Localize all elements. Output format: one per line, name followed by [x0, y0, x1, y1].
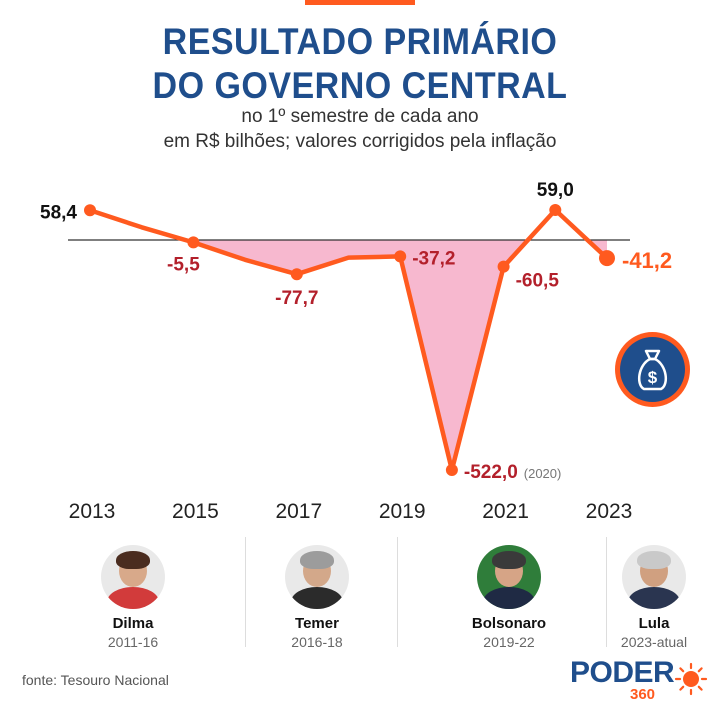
- avatar-bolsonaro: [477, 545, 541, 609]
- x-tick-2017: 2017: [275, 500, 323, 523]
- logo-word: PODER: [570, 656, 675, 689]
- x-tick-2013: 2013: [68, 500, 116, 523]
- president-term: 2023-atual: [620, 634, 688, 650]
- avatar-temer: [285, 545, 349, 609]
- data-point-2015: [187, 236, 200, 249]
- data-point-2021: [497, 260, 510, 273]
- x-tick-2019: 2019: [378, 500, 426, 523]
- president-name: Bolsonaro: [471, 615, 547, 632]
- data-label-2013: 58,4: [40, 202, 77, 223]
- subtitle-line-2: em R$ bilhões; valores corrigidos pela i…: [163, 131, 557, 152]
- x-tick-2023: 2023: [585, 500, 633, 523]
- separator: [606, 537, 607, 647]
- line-chart: 58,4 -5,5 -77,7 -37,2 -522,0 (2020) -60,5 59,0 -…: [40, 180, 672, 483]
- data-label-2023: -41,2: [622, 248, 672, 273]
- data-point-2017: [290, 268, 303, 281]
- money-bag-icon: $: [615, 332, 690, 407]
- president-term: 2019-22: [483, 634, 535, 650]
- data-point-2019: [394, 250, 407, 263]
- president-dilma: Dilma 2011-16: [68, 545, 198, 650]
- page-title: RESULTADO PRIMÁRIO DO GOVERNO CENTRAL: [29, 20, 691, 108]
- president-name: Lula: [638, 615, 670, 632]
- data-label-2015: -5,5: [167, 254, 200, 275]
- title-line-1: RESULTADO PRIMÁRIO: [162, 21, 558, 62]
- data-note-2020: (2020): [524, 466, 562, 481]
- x-tick-2021: 2021: [482, 500, 529, 523]
- president-bolsonaro: Bolsonaro 2019-22: [444, 545, 574, 650]
- separator: [397, 537, 398, 647]
- series-line: [89, 207, 609, 473]
- president-term: 2011-16: [107, 634, 159, 650]
- title-line-2: DO GOVERNO CENTRAL: [152, 65, 568, 106]
- logo-number: 360: [630, 686, 656, 703]
- president-temer: Temer 2016-18: [252, 545, 382, 650]
- president-lula: Lula 2023-atual: [589, 545, 719, 650]
- page-subtitle: no 1º semestre de cada ano em R$ bilhões…: [0, 104, 720, 154]
- data-point-2023: [599, 250, 615, 267]
- x-axis-ticks: 2013 2015 2017 2019 2021 2023: [0, 500, 720, 530]
- x-tick-2015: 2015: [172, 500, 219, 523]
- data-point-2022: [549, 204, 562, 216]
- subtitle-line-1: no 1º semestre de cada ano: [241, 106, 479, 127]
- svg-text:$: $: [648, 368, 658, 387]
- data-point-2013: [84, 204, 96, 217]
- president-name: Temer: [295, 615, 339, 632]
- data-label-2021: -60,5: [516, 271, 560, 292]
- data-label-2017: -77,7: [275, 288, 318, 309]
- president-term: 2016-18: [291, 634, 343, 650]
- data-point-2020: [445, 464, 458, 476]
- data-label-2020: -522,0: [464, 462, 518, 483]
- avatar-dilma: [101, 545, 165, 609]
- separator: [245, 537, 246, 647]
- data-label-2022: 59,0: [537, 180, 574, 201]
- data-label-2019: -37,2: [412, 248, 455, 269]
- president-name: Dilma: [112, 615, 154, 632]
- avatar-lula: [622, 545, 686, 609]
- top-accent-bar: [305, 0, 415, 5]
- source-note: fonte: Tesouro Nacional: [22, 672, 169, 688]
- poder360-logo: PODER 360: [570, 656, 710, 706]
- sun-logo-icon: [674, 662, 708, 696]
